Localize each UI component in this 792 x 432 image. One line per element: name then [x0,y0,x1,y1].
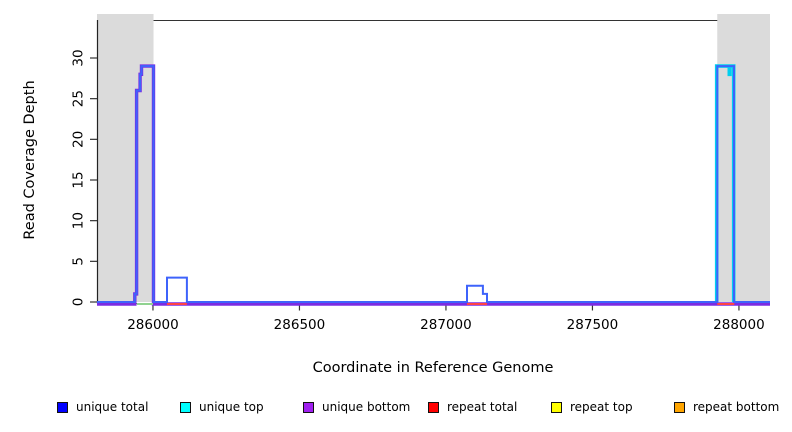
y-tick-label: 30 [71,49,87,66]
left-gray-band [97,14,154,302]
series-unique-total [97,65,770,303]
plot-border [97,20,770,304]
y-tick-label: 0 [71,298,87,307]
x-tick-label: 288000 [713,317,765,333]
right-gray-band [717,14,770,302]
y-tick-label: 25 [71,90,87,107]
y-tick-label: 15 [71,171,87,188]
y-axis-title: Read Coverage Depth [22,80,38,240]
y-tick-label: 10 [71,212,87,229]
x-axis-title: Coordinate in Reference Genome [312,360,554,376]
x-tick-label: 287000 [420,317,472,333]
x-tick-label: 287500 [567,317,619,333]
series-unique-bottom [97,64,770,306]
y-tick-label: 5 [71,257,87,266]
x-tick-label: 286500 [274,317,326,333]
y-tick-label: 20 [71,131,87,148]
x-tick-label: 286000 [127,317,179,333]
